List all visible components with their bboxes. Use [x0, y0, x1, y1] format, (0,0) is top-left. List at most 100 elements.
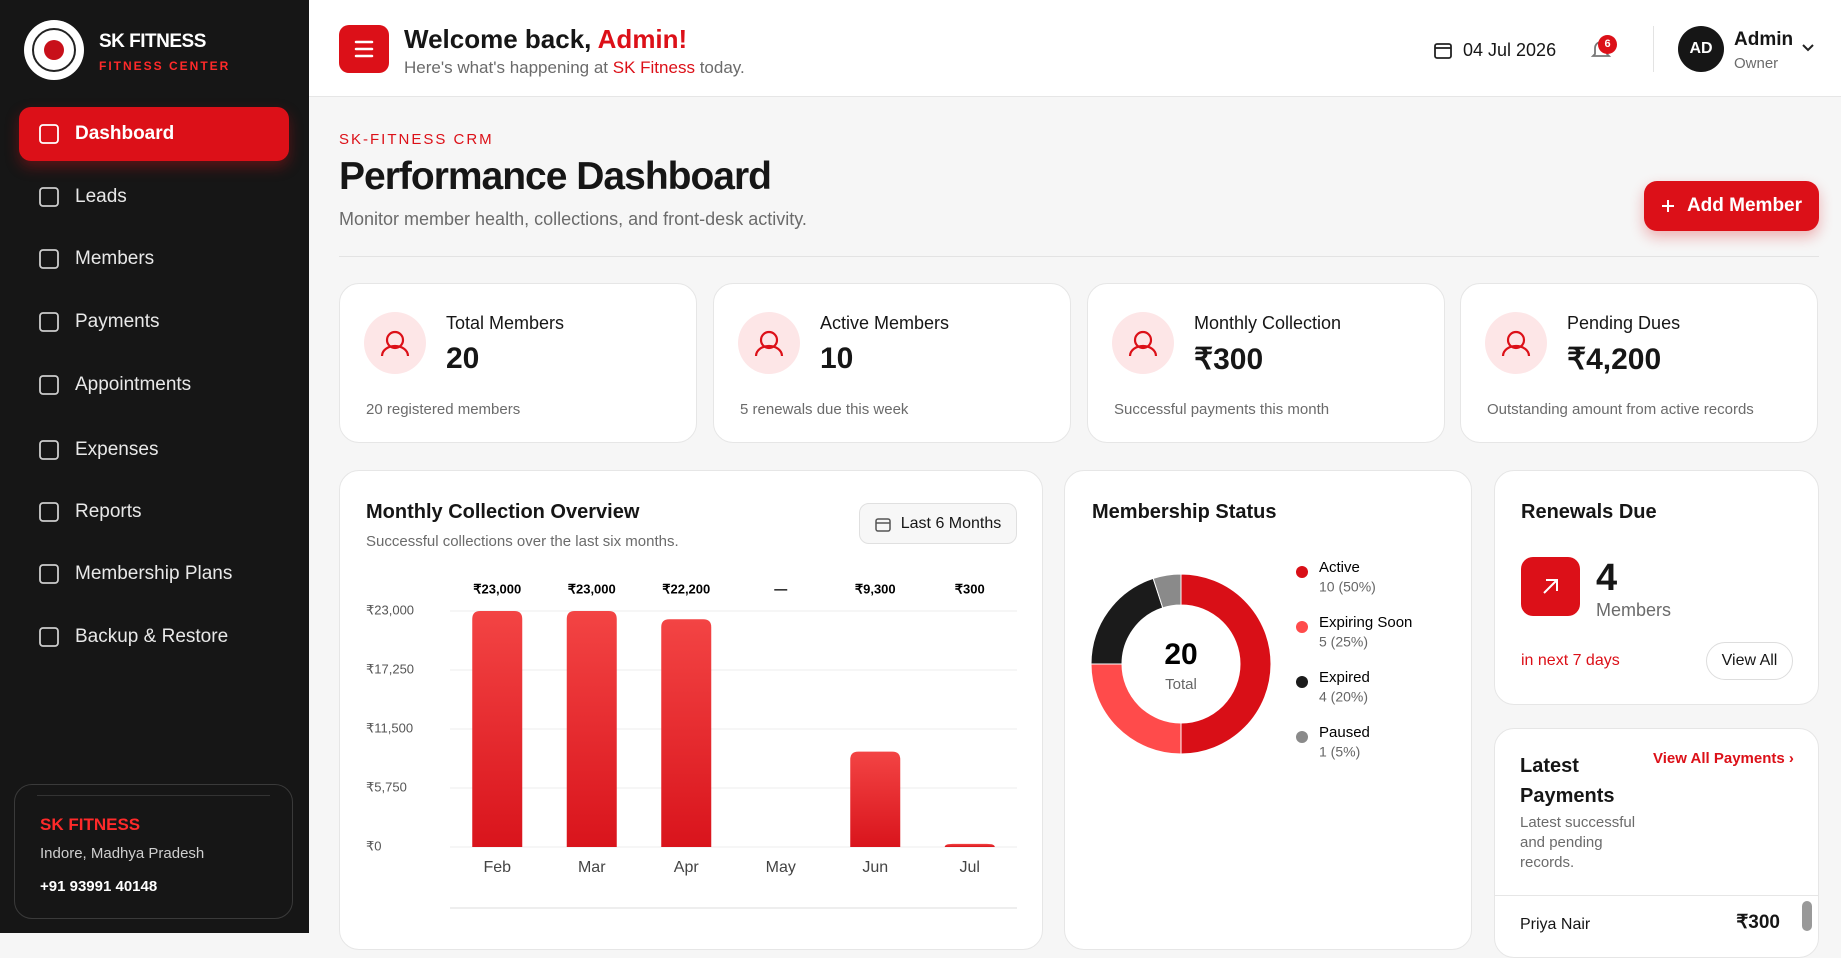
legend-swatch	[1296, 731, 1308, 743]
card-title: Membership Status	[1092, 501, 1277, 523]
menu-toggle[interactable]	[339, 25, 389, 73]
scrollbar[interactable]	[1802, 901, 1812, 931]
stat-note: 20 registered members	[366, 401, 521, 418]
donut-segment	[1180, 573, 1272, 755]
renewals-card: Renewals Due 4 Members in next 7 days Vi…	[1494, 470, 1819, 705]
menu-item[interactable]: Appointments	[19, 358, 289, 412]
legend-value: 10 (50%)	[1319, 579, 1376, 595]
collection-card: Monthly Collection Overview Successful c…	[339, 470, 1043, 950]
page-subtitle: Monitor member health, collections, and …	[339, 209, 807, 229]
payment-name: Priya Nair	[1520, 916, 1591, 933]
status-card: Membership Status 20 Total Active 10 (50%) E…	[1064, 470, 1472, 950]
range-filter[interactable]: Last 6 Months	[859, 503, 1017, 544]
renewal-unit: Members	[1596, 600, 1672, 620]
value-label: ₹9,300	[855, 581, 896, 596]
y-tick-label: ₹0	[366, 838, 382, 853]
view-all-button[interactable]: View All	[1706, 642, 1793, 680]
add-member-button[interactable]: Add Member	[1644, 181, 1819, 231]
menu-item[interactable]: Membership Plans	[19, 547, 289, 601]
subtitle-brand: SK Fitness	[612, 58, 695, 77]
welcome-user: Admin!	[597, 24, 688, 54]
date: 04 Jul 2026	[1463, 40, 1557, 60]
legend-swatch	[1296, 566, 1308, 578]
subtitle-text: today.	[699, 58, 745, 77]
footer-phone: +91 93991 40148	[40, 878, 158, 895]
view-payments-link[interactable]: View All Payments ›	[1653, 750, 1794, 767]
stat-icon	[1112, 312, 1174, 374]
divider	[1495, 895, 1818, 896]
value-label: —	[774, 581, 787, 596]
legend-swatch	[1296, 621, 1308, 633]
value-label: ₹22,200	[662, 581, 710, 596]
stat-card: Monthly Collection ₹300 Successful payment…	[1087, 283, 1445, 443]
divider	[339, 256, 1819, 257]
menu-label: Dashboard	[75, 123, 175, 144]
header	[309, 0, 1841, 97]
menu-item[interactable]: Leads	[19, 170, 289, 224]
menu-label: Leads	[75, 186, 127, 207]
bar	[850, 751, 901, 847]
card-title: Latest Payments	[1520, 755, 1615, 807]
card-subtitle: Latest successful and pending records.	[1520, 814, 1636, 871]
menu-label: Members	[75, 248, 155, 269]
calendar-icon	[1434, 43, 1452, 59]
subtitle-text: Here's what's happening at	[404, 58, 609, 77]
x-tick-label: Feb	[483, 859, 511, 876]
menu-item[interactable]: Expenses	[19, 423, 289, 477]
value-label: ₹300	[955, 581, 985, 596]
menu-item[interactable]: Reports	[19, 485, 289, 539]
legend-label: Active	[1319, 559, 1360, 576]
stat-card: Pending Dues ₹4,200 Outstanding amount fro…	[1460, 283, 1818, 443]
eyebrow: SK-FITNESS CRM	[339, 131, 494, 148]
stat-label: Pending Dues	[1567, 313, 1681, 333]
stat-icon	[738, 312, 800, 374]
sidebar: SK FITNESS FITNESS CENTER Dashboard Leads…	[0, 0, 309, 933]
menu-label: Payments	[75, 311, 160, 332]
stat-value: 10	[820, 342, 854, 375]
donut-total-label: Total	[1165, 676, 1197, 693]
x-tick-label: May	[766, 859, 796, 876]
donut-total: 20	[1164, 638, 1197, 671]
footer-name: SK FITNESS	[40, 815, 141, 834]
y-tick-label: ₹17,250	[366, 661, 414, 676]
footer-location: Indore, Madhya Pradesh	[40, 845, 205, 862]
bar	[944, 843, 995, 847]
legend-label: Expiring Soon	[1319, 614, 1412, 631]
menu-label: Expenses	[75, 439, 159, 460]
menu-item[interactable]: Members	[19, 232, 289, 286]
stat-card: Total Members 20 20 registered members	[339, 283, 697, 443]
footer-box: SK FITNESS Indore, Madhya Pradesh +91 93…	[14, 784, 293, 919]
stat-icon	[1485, 312, 1547, 374]
payments-card: Latest Payments View All Payments › Late…	[1494, 728, 1819, 958]
value-label: ₹23,000	[568, 581, 616, 596]
renewal-count: 4	[1596, 557, 1618, 599]
x-tick-label: Jul	[960, 859, 980, 876]
stat-note: Outstanding amount from active records	[1487, 401, 1754, 418]
y-tick-label: ₹5,750	[366, 779, 407, 794]
stat-value: ₹4,200	[1567, 343, 1662, 376]
menu-item[interactable]: Payments	[19, 295, 289, 349]
menu-label: Appointments	[75, 374, 192, 395]
user-role: Owner	[1734, 55, 1779, 72]
stat-note: 5 renewals due this week	[740, 401, 909, 418]
bar	[566, 611, 617, 847]
legend-label: Paused	[1319, 724, 1370, 741]
stat-label: Monthly Collection	[1194, 313, 1342, 333]
x-tick-label: Mar	[578, 859, 606, 876]
filter-label: Last 6 Months	[900, 514, 1002, 532]
welcome-text: Welcome back,	[404, 24, 592, 54]
menu-item[interactable]: Backup & Restore	[19, 610, 289, 664]
chevron[interactable]	[1800, 42, 1816, 54]
notification-badge: 6	[1598, 35, 1617, 54]
menu-label: Membership Plans	[75, 563, 233, 584]
menu-item[interactable]: Dashboard	[19, 107, 289, 161]
bar-chart: ₹0 ₹5,750 ₹11,500 ₹17,250 ₹23,000 ₹23,000 Feb ₹…	[366, 581, 1017, 909]
donut-chart: 20 Total Active 10 (50%) Expiring Soon 5 (25%…	[1090, 559, 1412, 760]
payment-amount: ₹300	[1736, 912, 1780, 933]
welcome: Welcome back, Admin!	[404, 24, 687, 55]
avatar[interactable]: AD	[1678, 26, 1724, 72]
stat-card: Active Members 10 5 renewals due this week	[713, 283, 1071, 443]
stat-value: ₹300	[1194, 343, 1264, 376]
x-tick-label: Apr	[674, 859, 700, 876]
